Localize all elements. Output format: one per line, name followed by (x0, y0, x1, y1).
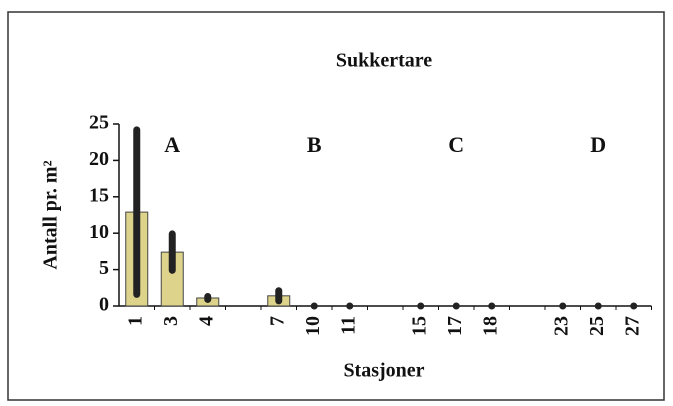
x-tick-label: 18 (479, 316, 501, 336)
zero-marker (417, 302, 425, 310)
x-tick-label: 17 (444, 316, 466, 336)
x-tick-label: 7 (266, 316, 288, 326)
x-tick-label: 25 (586, 316, 608, 336)
x-tick-label: 4 (195, 316, 217, 326)
zero-marker (310, 302, 318, 310)
x-tick-label: 15 (408, 316, 430, 336)
x-tick-label: 3 (160, 316, 182, 326)
chart-title: Sukkertare (336, 50, 432, 72)
zero-marker (452, 302, 460, 310)
zero-marker (559, 302, 567, 310)
x-tick-label: 1 (124, 316, 146, 326)
y-tick-label: 25 (89, 112, 109, 134)
y-tick-label: 15 (89, 184, 109, 206)
zero-marker (594, 302, 602, 310)
x-tick-label: 11 (337, 316, 359, 335)
group-label: D (590, 132, 606, 157)
zero-marker (630, 302, 638, 310)
y-tick-label: 20 (89, 148, 109, 170)
y-tick-label: 0 (99, 294, 109, 316)
x-tick-label: 23 (550, 316, 572, 336)
zero-marker (346, 302, 354, 310)
y-axis-label: Antall pr. m² (40, 160, 62, 269)
y-tick-label: 5 (99, 257, 109, 279)
frame (7, 11, 665, 401)
group-label: C (448, 132, 464, 157)
x-tick-label: 27 (621, 316, 643, 336)
group-label: A (164, 132, 180, 157)
y-tick-label: 10 (89, 221, 109, 243)
x-tick-label: 10 (302, 316, 324, 336)
group-label: B (307, 132, 322, 157)
x-axis-label: Stasjoner (343, 360, 424, 382)
zero-marker (488, 302, 496, 310)
